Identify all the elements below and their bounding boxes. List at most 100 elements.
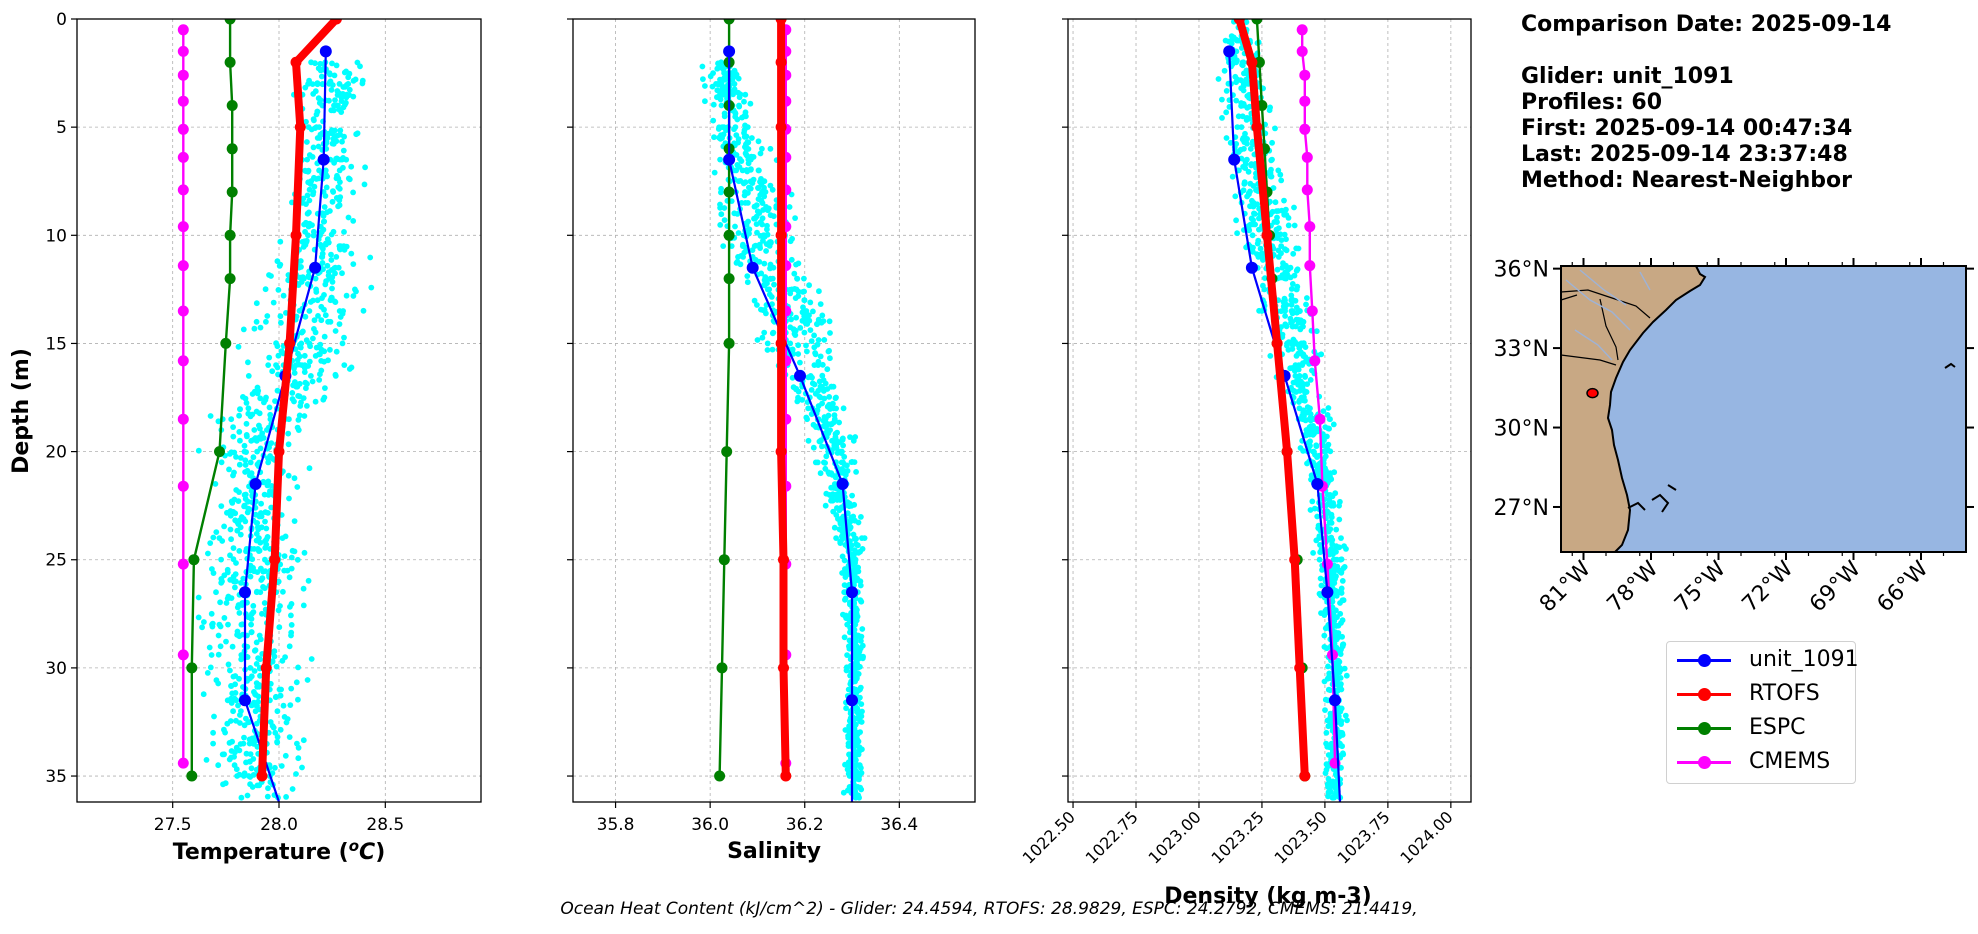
scatter-point	[844, 499, 851, 506]
scatter-point	[267, 411, 274, 418]
scatter-point	[302, 379, 309, 386]
scatter-point	[811, 344, 818, 351]
scatter-point	[721, 113, 728, 120]
scatter-point	[362, 164, 368, 171]
scatter-point	[856, 762, 863, 769]
scatter-point	[840, 789, 847, 796]
legend-label-espc: ESPC	[1749, 715, 1806, 740]
scatter-point	[250, 609, 257, 615]
lon-tick-label: 78°W	[1603, 556, 1664, 617]
legend-marker-cmems	[1698, 756, 1711, 769]
scatter-point	[312, 275, 319, 282]
cmems-profile-point	[1299, 123, 1311, 135]
scatter-point	[745, 218, 751, 225]
scatter-point	[228, 748, 235, 754]
scatter-point	[787, 340, 794, 347]
scatter-point	[814, 459, 821, 466]
scatter-point	[806, 317, 813, 324]
scatter-point	[259, 430, 266, 437]
glider-profile-line	[243, 50, 327, 802]
scatter-point	[256, 632, 263, 639]
scatter-point	[1300, 323, 1306, 330]
scatter-point	[304, 677, 311, 683]
scatter-point	[289, 786, 296, 792]
scatter-point	[315, 95, 322, 102]
scatter-point	[254, 782, 261, 789]
scatter-point	[295, 417, 302, 423]
scatter-point	[736, 94, 743, 101]
scatter-point	[1234, 124, 1241, 130]
scatter-point	[215, 651, 222, 658]
scatter-point	[1307, 438, 1313, 445]
scatter-point	[720, 91, 727, 98]
scatter-point	[304, 156, 311, 163]
rtofs-profile-point	[1246, 56, 1258, 68]
scatter-point	[1316, 535, 1322, 541]
scatter-point	[1288, 286, 1295, 292]
scatter-point	[747, 100, 754, 107]
scatter-point	[820, 423, 827, 430]
scatter-point	[295, 393, 301, 399]
rtofs-profile-point	[775, 229, 787, 241]
scatter-point	[249, 735, 256, 742]
legend-label-glider: unit_1091	[1749, 647, 1859, 672]
scatter-point	[1300, 342, 1307, 349]
scatter-point	[826, 394, 833, 400]
y-axis-title: Depth (m)	[9, 348, 34, 474]
scatter-point	[248, 616, 255, 622]
scatter-point	[793, 261, 799, 268]
scatter-point	[1283, 236, 1289, 243]
scatter-point	[1333, 607, 1339, 614]
espc-profile-point	[723, 186, 735, 198]
scatter-point	[1322, 448, 1329, 455]
scatter-point	[767, 265, 773, 272]
map-land	[1561, 266, 1705, 552]
scatter-point	[1341, 665, 1348, 672]
scatter-point	[341, 362, 348, 368]
scatter-point	[746, 230, 752, 237]
scatter-point	[310, 335, 316, 342]
scatter-point	[801, 297, 808, 304]
y-tick-label: 35	[45, 767, 67, 787]
density-panel: 1022.50 1022.75 1023.00 1023.25 1023.50 1023.…	[1019, 18, 1472, 909]
scatter-point	[857, 694, 863, 701]
scatter-point	[1327, 713, 1334, 720]
scatter-point	[258, 524, 265, 531]
scatter-point	[249, 784, 256, 790]
glider-profile-point	[317, 153, 330, 166]
scatter-point	[817, 470, 824, 477]
scatter-point	[314, 108, 321, 115]
scatter-point	[1329, 794, 1336, 801]
scatter-point	[853, 469, 859, 475]
scatter-point	[302, 313, 309, 320]
scatter-point	[264, 793, 271, 800]
scatter-point	[274, 387, 281, 394]
scatter-point	[301, 413, 308, 419]
scatter-point	[1284, 340, 1290, 347]
scatter-point	[306, 197, 313, 204]
scatter-point	[277, 726, 284, 733]
scatter-point	[820, 377, 827, 384]
scatter-point	[760, 207, 766, 213]
scatter-point	[792, 332, 799, 338]
scatter-point	[334, 92, 341, 98]
scatter-point	[1293, 267, 1300, 274]
scatter-point	[320, 396, 327, 403]
scatter-point	[296, 361, 302, 368]
scatter-point	[754, 302, 760, 308]
scatter-point	[276, 263, 283, 269]
scatter-point	[1228, 33, 1235, 39]
scatter-point	[756, 243, 763, 250]
scatter-point	[306, 274, 313, 281]
scatter-point	[721, 205, 728, 211]
scatter-point	[304, 403, 310, 409]
scatter-point	[827, 421, 834, 428]
scatter-point	[239, 600, 246, 606]
rtofs-profile-point	[1294, 662, 1306, 674]
scatter-point	[318, 346, 325, 353]
scatter-point	[353, 131, 360, 138]
scatter-point	[286, 574, 293, 581]
scatter-point	[1241, 179, 1248, 186]
espc-profile-line	[190, 19, 234, 778]
scatter-point	[791, 270, 798, 277]
